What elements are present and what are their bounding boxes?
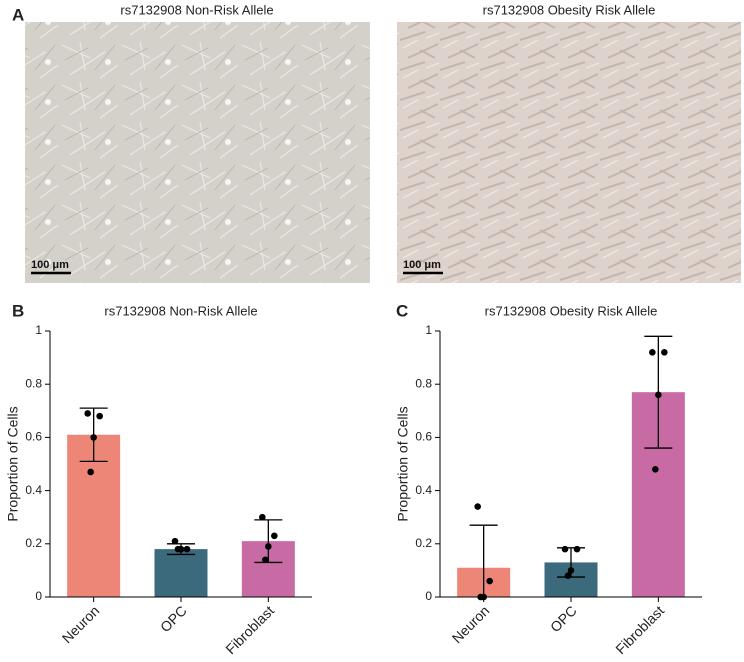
y-tick-label: 0 <box>425 589 432 603</box>
data-point <box>183 545 191 553</box>
y-tick-label: 1 <box>425 323 432 337</box>
y-tick-label: 0.2 <box>415 536 432 550</box>
data-point <box>573 545 581 553</box>
data-point <box>655 391 662 399</box>
chart-title: rs7132908 Obesity Risk Allele <box>485 303 658 318</box>
data-point <box>265 543 272 550</box>
y-tick-label: 0.8 <box>415 376 432 390</box>
data-point <box>87 468 94 476</box>
y-tick-label: 0.4 <box>415 483 432 497</box>
data-point <box>561 545 569 553</box>
data-point <box>262 556 269 564</box>
data-point <box>271 532 278 540</box>
data-point <box>90 434 97 441</box>
data-point <box>652 466 659 473</box>
data-point <box>649 348 656 356</box>
chart-title: rs7132908 Non-Risk Allele <box>104 303 257 318</box>
y-axis-label: Proportion of Cells <box>395 406 411 521</box>
plot-area <box>457 335 685 598</box>
data-point <box>259 513 266 521</box>
x-tick-label: Neuron <box>59 602 103 646</box>
y-tick-label: 0.6 <box>415 430 432 444</box>
y-tick-label: 0 <box>35 589 42 603</box>
x-tick-label: Neuron <box>449 602 493 646</box>
data-point <box>96 412 103 420</box>
data-point <box>486 577 493 585</box>
data-point <box>174 545 182 553</box>
panel-label: A <box>12 5 24 24</box>
x-tick-label: Fibroblast <box>612 602 667 657</box>
scale-label: 100 μm <box>31 259 69 271</box>
scale-label: 100 μm <box>403 259 441 271</box>
plot-area <box>67 407 295 597</box>
y-tick-label: 0.6 <box>25 430 42 444</box>
y-axis-label: Proportion of Cells <box>5 406 21 521</box>
micrograph <box>25 22 370 283</box>
data-point <box>171 537 179 545</box>
data-point <box>84 410 91 417</box>
data-point <box>474 503 481 510</box>
panel-label: B <box>12 301 24 320</box>
micrograph <box>397 22 741 283</box>
image-title: rs7132908 Non-Risk Allele <box>120 2 273 17</box>
y-tick-label: 0.8 <box>25 376 42 390</box>
image-title: rs7132908 Obesity Risk Allele <box>483 2 656 17</box>
x-tick-label: OPC <box>157 602 190 635</box>
data-point <box>564 572 572 580</box>
y-tick-label: 1 <box>35 323 42 337</box>
x-tick-label: Fibroblast <box>222 602 277 657</box>
data-point <box>661 348 668 356</box>
panel-label: C <box>396 301 408 320</box>
y-tick-label: 0.2 <box>25 536 42 550</box>
data-point <box>567 567 575 574</box>
bar <box>154 549 208 597</box>
y-tick-label: 0.4 <box>25 483 42 497</box>
x-tick-label: OPC <box>547 602 580 635</box>
